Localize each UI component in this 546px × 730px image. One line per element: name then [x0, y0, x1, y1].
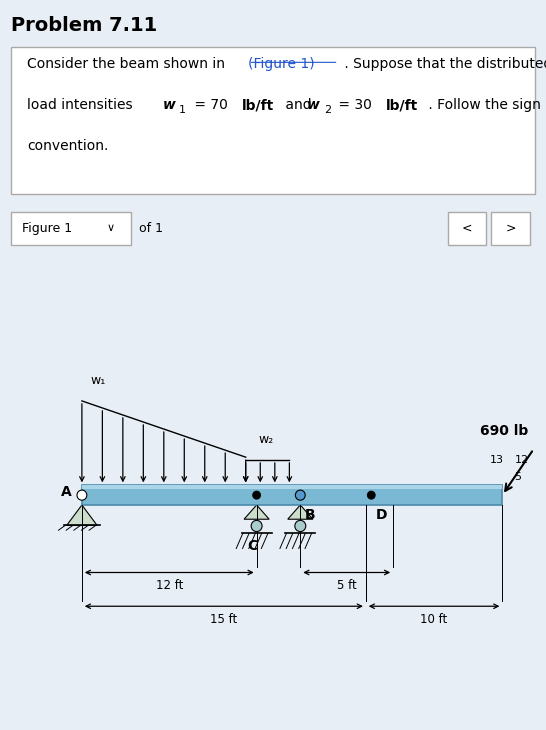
Text: . Follow the sign: . Follow the sign — [424, 98, 541, 112]
Text: of 1: of 1 — [139, 222, 163, 234]
Text: 5 ft: 5 ft — [337, 579, 357, 592]
Text: w: w — [163, 98, 176, 112]
Circle shape — [77, 490, 87, 500]
Circle shape — [295, 490, 305, 500]
Text: 1: 1 — [179, 105, 186, 115]
FancyBboxPatch shape — [11, 212, 131, 245]
Polygon shape — [288, 505, 313, 519]
Text: 13: 13 — [490, 455, 503, 465]
Text: <: < — [461, 222, 472, 234]
Circle shape — [295, 520, 306, 531]
Text: . Suppose that the distributed: . Suppose that the distributed — [340, 57, 546, 72]
Text: = 70: = 70 — [190, 98, 236, 112]
FancyBboxPatch shape — [11, 47, 535, 194]
Text: 15 ft: 15 ft — [210, 613, 238, 626]
Text: 10 ft: 10 ft — [420, 613, 448, 626]
Text: B: B — [305, 508, 315, 522]
Text: convention.: convention. — [27, 139, 109, 153]
Text: lb/ft: lb/ft — [385, 98, 418, 112]
Text: = 30: = 30 — [334, 98, 381, 112]
Text: ∨: ∨ — [106, 223, 115, 233]
Text: w: w — [307, 98, 320, 112]
Circle shape — [251, 520, 262, 531]
Text: 5: 5 — [514, 472, 521, 482]
Text: 2: 2 — [324, 105, 331, 115]
Text: >: > — [505, 222, 516, 234]
Circle shape — [367, 491, 375, 499]
Text: (Figure 1): (Figure 1) — [248, 57, 315, 72]
Circle shape — [253, 491, 260, 499]
Text: 12: 12 — [514, 455, 529, 465]
Text: Problem 7.11: Problem 7.11 — [11, 16, 157, 35]
Text: Consider the beam shown in: Consider the beam shown in — [27, 57, 230, 72]
Text: w₂: w₂ — [259, 433, 274, 446]
Text: load intensities: load intensities — [27, 98, 137, 112]
Text: C: C — [247, 539, 257, 553]
Text: A: A — [61, 485, 72, 499]
Polygon shape — [82, 485, 502, 488]
Polygon shape — [244, 505, 269, 519]
Polygon shape — [82, 485, 502, 505]
Text: lb/ft: lb/ft — [242, 98, 274, 112]
Text: 690 lb: 690 lb — [480, 424, 528, 438]
Text: D: D — [376, 508, 387, 522]
Polygon shape — [67, 505, 97, 526]
FancyBboxPatch shape — [491, 212, 530, 245]
Text: 12 ft: 12 ft — [156, 579, 183, 592]
Text: Figure 1: Figure 1 — [22, 222, 72, 234]
FancyBboxPatch shape — [448, 212, 486, 245]
Text: and: and — [281, 98, 316, 112]
Text: w₁: w₁ — [90, 374, 105, 387]
